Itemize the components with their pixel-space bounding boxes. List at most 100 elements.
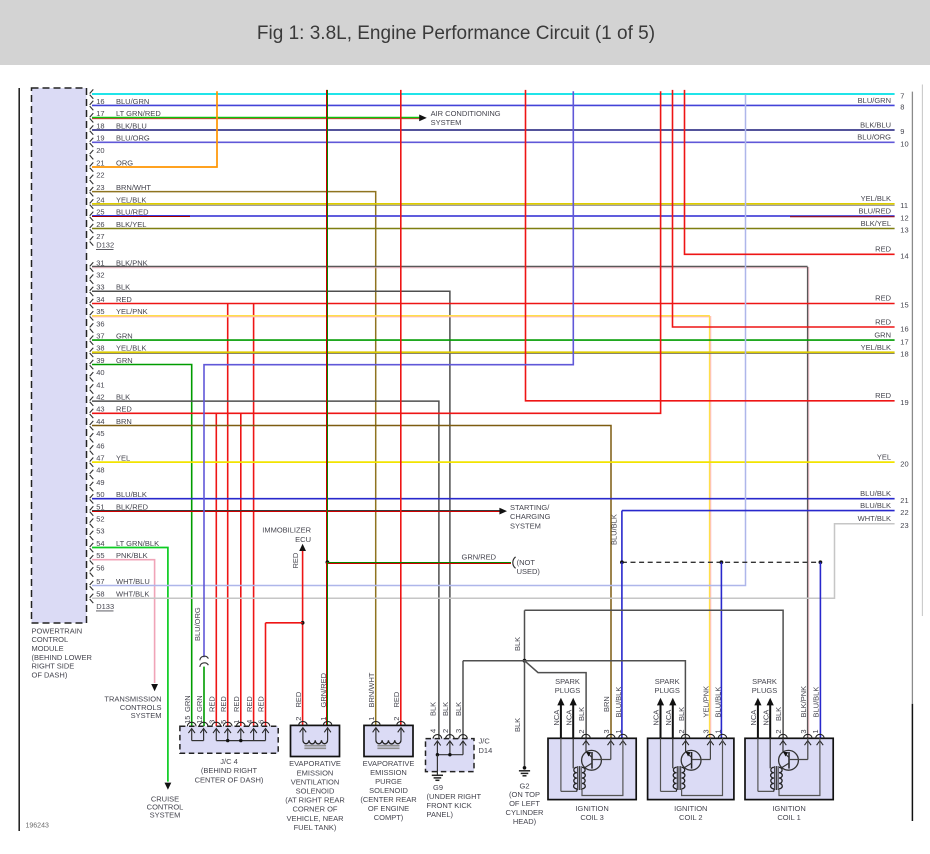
svg-text:BLU/RED: BLU/RED — [116, 208, 149, 217]
svg-text:VENTILATION: VENTILATION — [291, 777, 340, 786]
svg-text:EVAPORATIVE: EVAPORATIVE — [289, 759, 341, 768]
svg-text:RIGHT SIDE: RIGHT SIDE — [32, 662, 75, 671]
svg-text:SYSTEM: SYSTEM — [431, 118, 462, 127]
svg-text:19: 19 — [96, 134, 104, 143]
svg-text:PNK/BLK: PNK/BLK — [116, 551, 148, 560]
svg-text:23: 23 — [900, 521, 908, 530]
svg-text:WHT/BLK: WHT/BLK — [858, 514, 891, 523]
svg-text:48: 48 — [96, 466, 104, 475]
svg-text:(BEHIND RIGHT: (BEHIND RIGHT — [201, 766, 258, 775]
svg-text:BLK: BLK — [677, 707, 686, 721]
svg-text:LT GRN/BLK: LT GRN/BLK — [116, 539, 159, 548]
svg-text:21: 21 — [96, 158, 104, 167]
svg-text:3: 3 — [602, 729, 611, 733]
svg-text:12: 12 — [900, 213, 908, 222]
svg-text:RED: RED — [257, 696, 266, 712]
svg-text:RED: RED — [245, 696, 254, 712]
svg-text:BLK: BLK — [513, 718, 522, 732]
svg-text:BLU/ORG: BLU/ORG — [116, 134, 150, 143]
svg-text:42: 42 — [96, 393, 104, 402]
svg-text:RED: RED — [291, 552, 300, 568]
svg-text:7: 7 — [900, 91, 904, 100]
svg-text:24: 24 — [96, 195, 104, 204]
svg-text:GRN: GRN — [116, 332, 133, 341]
svg-text:AIR CONDITIONING: AIR CONDITIONING — [431, 109, 501, 118]
svg-text:NCA: NCA — [552, 710, 561, 726]
svg-text:SYSTEM: SYSTEM — [510, 521, 541, 530]
svg-text:43: 43 — [96, 405, 104, 414]
svg-text:BLK/BLU: BLK/BLU — [860, 120, 891, 129]
svg-text:COIL 1: COIL 1 — [777, 813, 800, 822]
svg-text:LT GRN/RED: LT GRN/RED — [116, 109, 161, 118]
svg-text:RED: RED — [294, 691, 303, 707]
svg-text:OF ENGINE: OF ENGINE — [368, 804, 409, 813]
svg-text:D14: D14 — [479, 746, 493, 755]
svg-text:YEL/PNK: YEL/PNK — [702, 686, 711, 718]
svg-text:47: 47 — [96, 454, 104, 463]
svg-text:FRONT KICK: FRONT KICK — [427, 801, 472, 810]
svg-text:1: 1 — [714, 729, 723, 733]
svg-text:56: 56 — [96, 563, 104, 572]
svg-text:FUEL TANK): FUEL TANK) — [294, 823, 337, 832]
svg-text:9: 9 — [900, 127, 904, 136]
svg-text:BLK/YEL: BLK/YEL — [116, 220, 146, 229]
svg-text:ECU: ECU — [295, 535, 311, 544]
svg-text:GRN/RED: GRN/RED — [462, 553, 497, 562]
svg-text:BLU/RED: BLU/RED — [858, 207, 891, 216]
svg-text:BLU/BLK: BLU/BLK — [714, 687, 723, 718]
svg-text:15: 15 — [900, 301, 908, 310]
svg-text:4: 4 — [245, 720, 254, 724]
svg-text:EVAPORATIVE: EVAPORATIVE — [363, 759, 415, 768]
svg-text:12: 12 — [195, 716, 204, 724]
svg-text:26: 26 — [96, 220, 104, 229]
svg-text:YEL: YEL — [116, 454, 130, 463]
svg-text:196243: 196243 — [26, 823, 49, 830]
svg-text:19: 19 — [900, 398, 908, 407]
svg-text:BRN: BRN — [602, 696, 611, 712]
svg-text:EMISSION: EMISSION — [370, 768, 407, 777]
svg-text:BLK: BLK — [116, 393, 130, 402]
svg-text:BLK/BLU: BLK/BLU — [116, 121, 147, 130]
svg-text:(AT RIGHT REAR: (AT RIGHT REAR — [285, 796, 345, 805]
svg-text:40: 40 — [96, 368, 104, 377]
svg-text:SYSTEM: SYSTEM — [150, 811, 181, 820]
svg-text:1: 1 — [367, 717, 376, 721]
svg-text:2: 2 — [392, 717, 401, 721]
svg-text:31: 31 — [96, 258, 104, 267]
svg-text:58: 58 — [96, 590, 104, 599]
svg-text:2: 2 — [441, 729, 450, 733]
svg-text:RED: RED — [875, 294, 891, 303]
svg-text:37: 37 — [96, 332, 104, 341]
svg-text:23: 23 — [96, 183, 104, 192]
svg-text:14: 14 — [900, 252, 908, 261]
svg-text:20: 20 — [96, 146, 104, 155]
svg-text:(ON TOP: (ON TOP — [509, 790, 540, 799]
svg-text:BLK: BLK — [577, 707, 586, 721]
svg-text:46: 46 — [96, 441, 104, 450]
svg-text:BLK: BLK — [429, 702, 438, 716]
svg-text:4: 4 — [429, 729, 438, 733]
svg-text:G9: G9 — [433, 783, 443, 792]
svg-text:3: 3 — [799, 729, 808, 733]
svg-text:J/C 4: J/C 4 — [220, 757, 238, 766]
svg-text:BLU/BLK: BLU/BLK — [860, 501, 891, 510]
svg-text:YEL/BLK: YEL/BLK — [861, 194, 891, 203]
svg-text:CONTROL: CONTROL — [147, 803, 184, 812]
svg-text:BLK/RED: BLK/RED — [116, 502, 149, 511]
svg-text:BLU/ORG: BLU/ORG — [193, 607, 202, 641]
svg-text:27: 27 — [96, 232, 104, 241]
svg-text:SPARK: SPARK — [655, 677, 680, 686]
svg-text:41: 41 — [96, 380, 104, 389]
svg-text:(BEHIND LOWER: (BEHIND LOWER — [32, 653, 93, 662]
svg-text:VEHICLE, NEAR: VEHICLE, NEAR — [286, 814, 344, 823]
svg-text:45: 45 — [96, 429, 104, 438]
svg-text:BLK/YEL: BLK/YEL — [861, 219, 891, 228]
svg-text:11: 11 — [900, 201, 908, 210]
svg-text:33: 33 — [96, 283, 104, 292]
svg-text:5: 5 — [219, 720, 228, 724]
svg-text:16: 16 — [96, 97, 104, 106]
svg-text:ORG: ORG — [116, 158, 133, 167]
svg-text:BLK: BLK — [116, 283, 130, 292]
svg-text:39: 39 — [96, 356, 104, 365]
svg-text:PLUGS: PLUGS — [752, 686, 777, 695]
